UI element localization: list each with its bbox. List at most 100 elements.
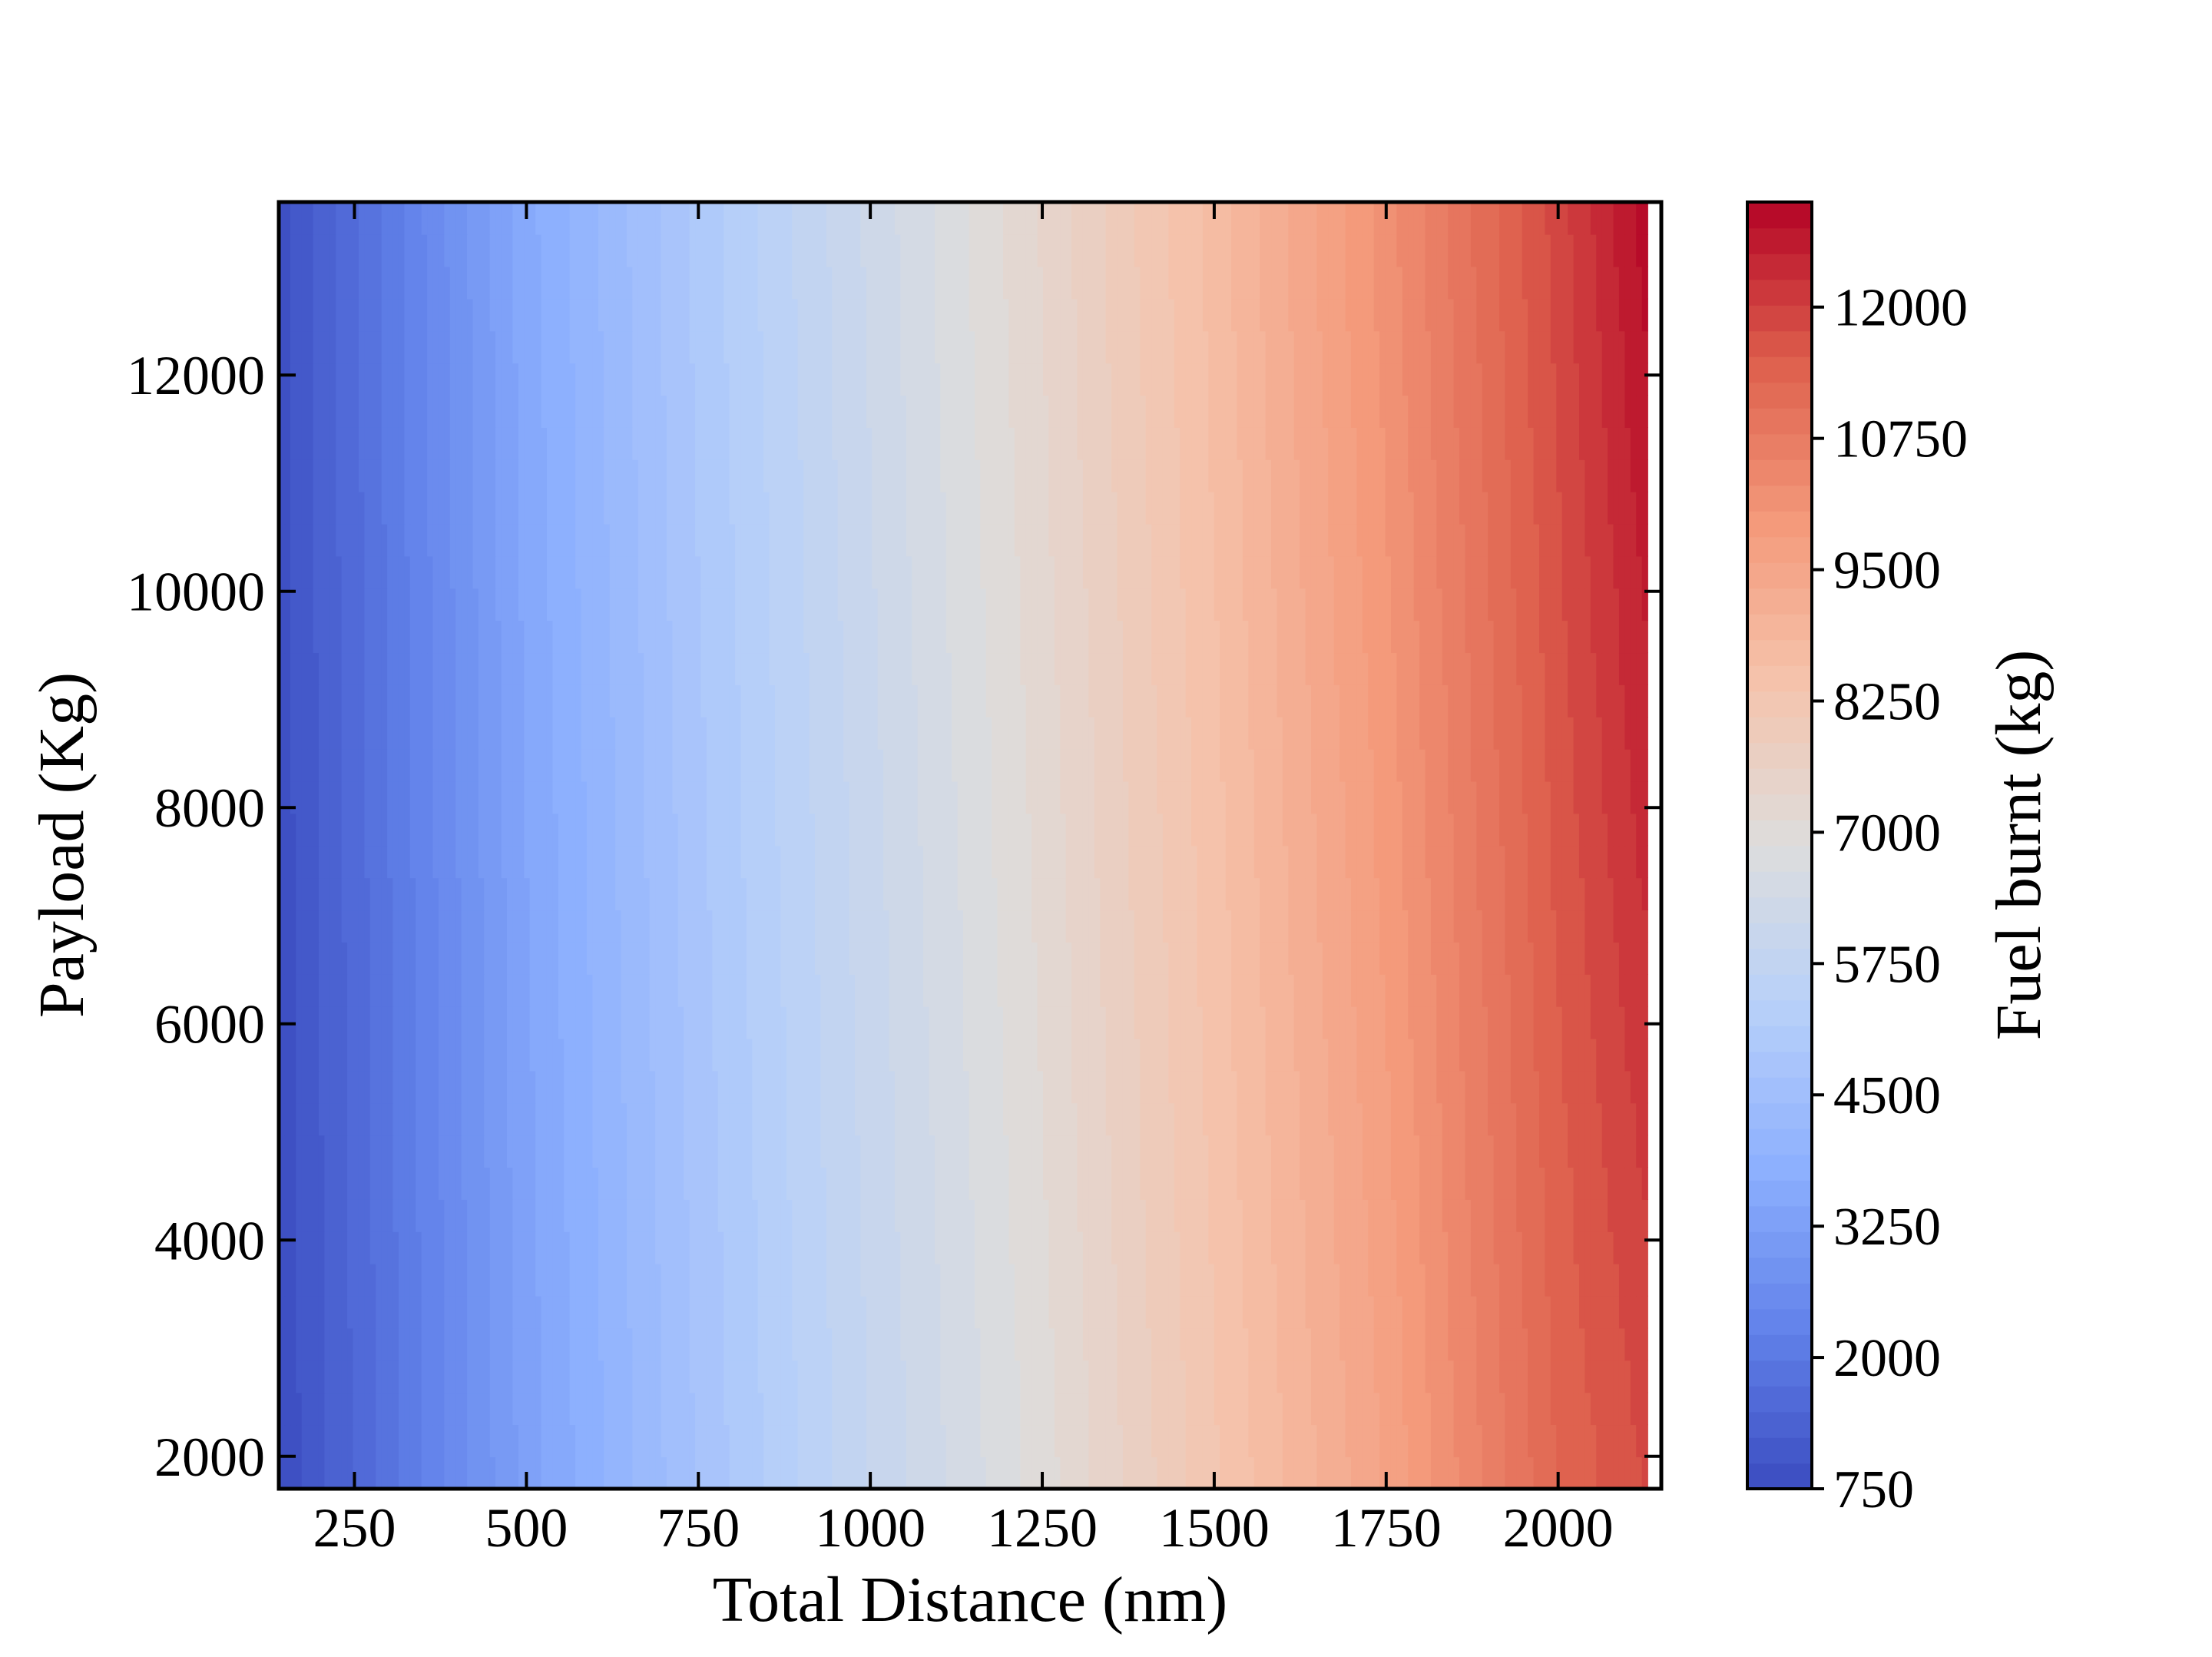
contour-cell bbox=[934, 942, 942, 975]
contour-cell bbox=[1453, 1327, 1460, 1361]
contour-cell bbox=[729, 1327, 736, 1361]
contour-cell bbox=[598, 877, 605, 911]
contour-cell bbox=[1568, 845, 1575, 879]
contour-cell bbox=[1065, 1167, 1072, 1200]
contour-cell bbox=[1100, 1360, 1107, 1394]
contour-cell bbox=[1425, 1006, 1432, 1039]
contour-cell bbox=[604, 1457, 611, 1489]
contour-cell bbox=[376, 1295, 382, 1329]
contour-cell bbox=[877, 1295, 884, 1329]
contour-cell bbox=[381, 910, 388, 943]
contour-cell bbox=[569, 877, 576, 911]
contour-cell bbox=[581, 910, 588, 943]
contour-cell bbox=[1550, 1070, 1558, 1104]
contour-cell bbox=[923, 1392, 930, 1426]
contour-cell bbox=[1031, 974, 1038, 1007]
contour-cell bbox=[404, 845, 411, 879]
contour-cell bbox=[364, 942, 371, 975]
contour-cell bbox=[666, 813, 674, 847]
contour-cell bbox=[1145, 1360, 1152, 1394]
contour-cell bbox=[849, 1070, 856, 1104]
contour-cell bbox=[1516, 910, 1523, 943]
contour-cell bbox=[1060, 1392, 1067, 1426]
contour-cell bbox=[872, 1038, 879, 1072]
contour-cell bbox=[1419, 1295, 1426, 1329]
contour-cell bbox=[1453, 1102, 1460, 1136]
contour-cell bbox=[575, 1327, 582, 1361]
contour-cell bbox=[792, 1070, 799, 1104]
contour-cell bbox=[894, 910, 902, 943]
contour-cell bbox=[1253, 1231, 1260, 1264]
contour-cell bbox=[598, 910, 605, 943]
contour-cell bbox=[1225, 1070, 1232, 1104]
contour-cell bbox=[1373, 1327, 1380, 1361]
contour-cell bbox=[717, 1263, 724, 1297]
contour-cell bbox=[461, 1167, 468, 1200]
contour-cell bbox=[666, 910, 674, 943]
contour-cell bbox=[1293, 1457, 1300, 1489]
contour-cell bbox=[529, 1006, 536, 1039]
contour-cell bbox=[752, 845, 759, 879]
contour-cell bbox=[877, 1038, 884, 1072]
contour-cell bbox=[535, 1135, 542, 1168]
contour-cell bbox=[307, 1263, 314, 1297]
contour-cell bbox=[1550, 1457, 1558, 1489]
contour-cell bbox=[336, 1392, 343, 1426]
contour-cell bbox=[1100, 1263, 1107, 1297]
contour-cell bbox=[814, 1457, 822, 1489]
contour-cell bbox=[957, 1070, 964, 1104]
contour-cell bbox=[1037, 813, 1044, 847]
contour-cell bbox=[1105, 813, 1112, 847]
contour-cell bbox=[717, 1102, 724, 1136]
contour-cell bbox=[1191, 1135, 1198, 1168]
contour-cell bbox=[507, 1070, 514, 1104]
contour-cell bbox=[1493, 1102, 1500, 1136]
contour-cell bbox=[1362, 877, 1369, 911]
contour-cell bbox=[1065, 1424, 1072, 1457]
contour-cell bbox=[609, 1327, 616, 1361]
contour-cell bbox=[1545, 1457, 1551, 1489]
contour-cell bbox=[661, 1360, 667, 1394]
contour-cell bbox=[284, 1327, 291, 1361]
contour-cell bbox=[1630, 1392, 1637, 1426]
contour-cell bbox=[1488, 1070, 1495, 1104]
contour-cell bbox=[706, 910, 714, 943]
contour-cell bbox=[484, 1231, 491, 1264]
contour-cell bbox=[318, 845, 326, 879]
contour-cell bbox=[558, 1424, 565, 1457]
contour-cell bbox=[1316, 1199, 1323, 1232]
contour-cell bbox=[1482, 1135, 1488, 1168]
contour-cell bbox=[398, 877, 406, 911]
contour-cell bbox=[1265, 942, 1272, 975]
contour-cell bbox=[1528, 1457, 1535, 1489]
contour-cell bbox=[700, 1231, 707, 1264]
contour-cell bbox=[1362, 1006, 1369, 1039]
contour-cell bbox=[1436, 1457, 1443, 1489]
contour-cell bbox=[1470, 1360, 1478, 1394]
contour-cell bbox=[1493, 1070, 1500, 1104]
contour-cell bbox=[1533, 1424, 1540, 1457]
contour-cell bbox=[1561, 1199, 1568, 1232]
contour-cell bbox=[1248, 1135, 1255, 1168]
contour-cell bbox=[1094, 910, 1101, 943]
contour-cell bbox=[581, 877, 588, 911]
contour-cell bbox=[677, 1167, 685, 1200]
contour-cell bbox=[558, 1135, 565, 1168]
contour-cell bbox=[495, 1135, 502, 1168]
contour-cell bbox=[1573, 910, 1580, 943]
contour-cell bbox=[1608, 1327, 1614, 1361]
contour-cell bbox=[906, 1135, 913, 1168]
contour-cell bbox=[552, 1006, 559, 1039]
contour-cell bbox=[586, 1392, 594, 1426]
contour-cell bbox=[472, 813, 479, 847]
contour-cell bbox=[1373, 813, 1380, 847]
contour-cell bbox=[912, 1327, 919, 1361]
contour-cell bbox=[1300, 1038, 1306, 1072]
contour-cell bbox=[889, 1327, 896, 1361]
contour-cell bbox=[1265, 1263, 1272, 1297]
contour-cell bbox=[1385, 1038, 1392, 1072]
contour-cell bbox=[940, 1263, 947, 1297]
contour-cell bbox=[501, 1199, 508, 1232]
contour-cell bbox=[860, 1038, 867, 1072]
contour-cell bbox=[1545, 1231, 1551, 1264]
